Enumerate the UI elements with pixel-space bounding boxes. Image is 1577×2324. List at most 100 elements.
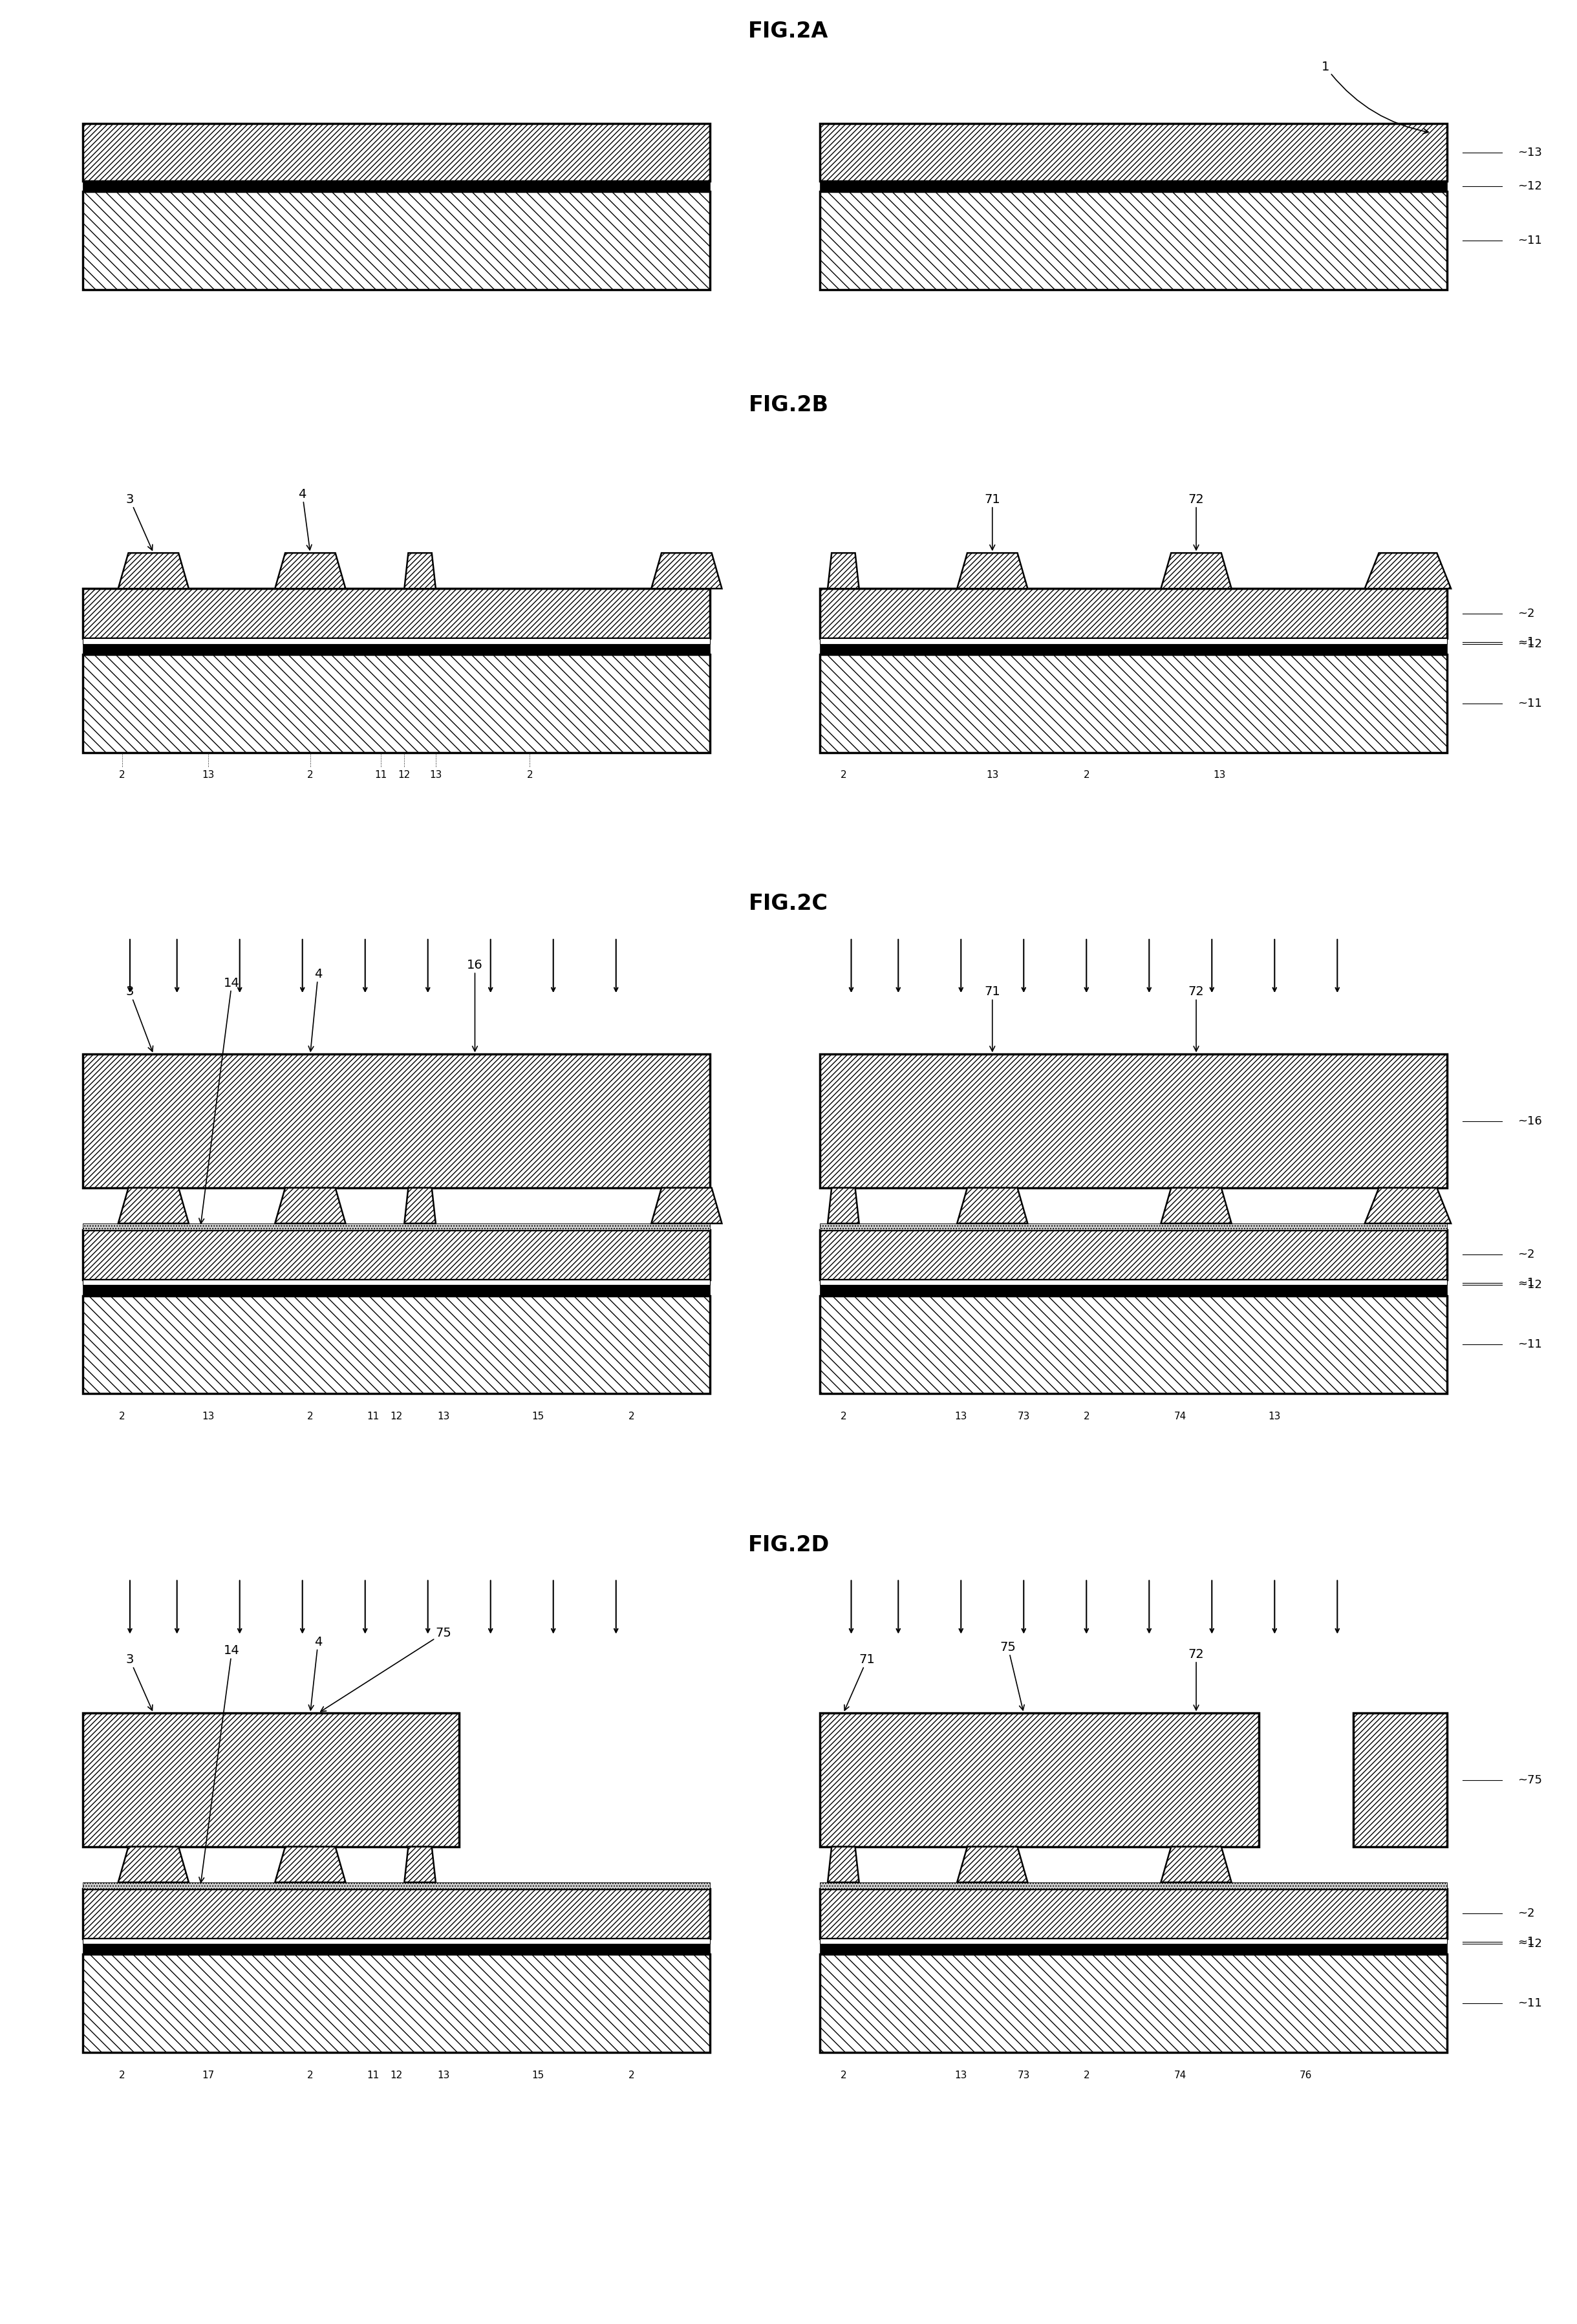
Polygon shape (1364, 553, 1451, 588)
Bar (84, 1938, 710, 1943)
Text: 73: 73 (1017, 2071, 1030, 2080)
Text: 3: 3 (126, 493, 153, 551)
Text: FIG.2B: FIG.2B (749, 395, 828, 416)
Text: 12: 12 (390, 1411, 402, 1420)
Text: ~2: ~2 (1517, 1248, 1534, 1260)
Text: FIG.2A: FIG.2A (749, 21, 828, 42)
Text: 2: 2 (118, 1411, 125, 1420)
Bar (84, 1713, 459, 1848)
Bar (1353, 1713, 1448, 1848)
Text: 11: 11 (367, 1411, 378, 1420)
Bar (820, 1938, 1448, 1943)
Text: 73: 73 (1017, 1411, 1030, 1420)
Polygon shape (957, 1848, 1028, 1882)
Text: ~12: ~12 (1517, 1278, 1542, 1290)
Text: 13: 13 (1268, 1411, 1281, 1420)
Polygon shape (404, 1848, 435, 1882)
Bar (84, 1294, 710, 1394)
Text: 4: 4 (298, 488, 312, 551)
Polygon shape (1161, 1848, 1232, 1882)
Bar (84, 1285, 710, 1294)
Bar (84, 181, 710, 191)
Text: ~75: ~75 (1517, 1773, 1542, 1785)
Text: ~11: ~11 (1517, 235, 1542, 246)
Polygon shape (274, 1848, 345, 1882)
Text: 2: 2 (527, 769, 533, 781)
Text: 74: 74 (1175, 2071, 1187, 2080)
Bar (820, 1285, 1448, 1294)
Text: 15: 15 (531, 2071, 544, 2080)
Text: 75: 75 (1000, 1641, 1025, 1710)
Text: 13: 13 (986, 769, 998, 781)
Text: ~11: ~11 (1517, 1339, 1542, 1350)
Text: 2: 2 (841, 769, 847, 781)
Bar (84, 1222, 710, 1229)
Bar (820, 588, 1448, 639)
Text: 1: 1 (1322, 60, 1429, 135)
Polygon shape (1364, 1188, 1451, 1222)
Text: 72: 72 (1187, 493, 1205, 551)
Text: ~12: ~12 (1517, 639, 1542, 651)
Text: 4: 4 (309, 1636, 322, 1710)
Text: 71: 71 (984, 493, 1000, 551)
Bar (84, 1954, 710, 2052)
Text: 2: 2 (118, 2071, 125, 2080)
Bar (820, 1281, 1448, 1285)
Text: FIG.2D: FIG.2D (747, 1534, 830, 1555)
Bar (820, 1713, 1258, 1848)
Text: 15: 15 (531, 1411, 544, 1420)
Text: 17: 17 (202, 2071, 214, 2080)
Text: 75: 75 (320, 1627, 451, 1710)
Text: ~11: ~11 (1517, 1999, 1542, 2010)
Polygon shape (118, 553, 189, 588)
Bar (84, 644, 710, 655)
Text: 76: 76 (1299, 2071, 1312, 2080)
Text: 12: 12 (390, 2071, 402, 2080)
Text: 4: 4 (309, 969, 322, 1050)
Text: 74: 74 (1175, 1411, 1187, 1420)
Polygon shape (828, 1848, 859, 1882)
Bar (84, 655, 710, 753)
Text: ~2: ~2 (1517, 607, 1534, 618)
Text: 2: 2 (1083, 1411, 1090, 1420)
Polygon shape (118, 1188, 189, 1222)
Bar (820, 1882, 1448, 1889)
Bar (820, 123, 1448, 181)
Bar (820, 181, 1448, 191)
Text: 2: 2 (308, 2071, 314, 2080)
Bar (820, 1889, 1448, 1938)
Text: 14: 14 (199, 1645, 240, 1882)
Text: 13: 13 (437, 2071, 449, 2080)
Text: 2: 2 (629, 1411, 636, 1420)
Bar (820, 191, 1448, 290)
Text: ~1: ~1 (1517, 1278, 1534, 1290)
Text: ~12: ~12 (1517, 1938, 1542, 1950)
Bar (820, 639, 1448, 644)
Bar (820, 1954, 1448, 2052)
Text: ~16: ~16 (1517, 1116, 1542, 1127)
Text: 13: 13 (202, 769, 214, 781)
Text: 11: 11 (375, 769, 386, 781)
Text: 13: 13 (954, 1411, 967, 1420)
Bar (820, 1055, 1448, 1188)
Text: 14: 14 (199, 976, 240, 1222)
Text: ~12: ~12 (1517, 181, 1542, 193)
Text: 72: 72 (1187, 1648, 1205, 1710)
Bar (84, 1889, 710, 1938)
Polygon shape (404, 1188, 435, 1222)
Text: 2: 2 (1083, 2071, 1090, 2080)
Bar (84, 1882, 710, 1889)
Bar (820, 1229, 1448, 1281)
Bar (820, 1294, 1448, 1394)
Text: 12: 12 (397, 769, 410, 781)
Text: 13: 13 (429, 769, 442, 781)
Bar (820, 1222, 1448, 1229)
Text: 2: 2 (629, 2071, 636, 2080)
Text: ~1: ~1 (1517, 1936, 1534, 1948)
Polygon shape (1161, 1188, 1232, 1222)
Polygon shape (828, 1188, 859, 1222)
Text: 2: 2 (841, 2071, 847, 2080)
Text: 2: 2 (841, 1411, 847, 1420)
Polygon shape (404, 553, 435, 588)
Text: 3: 3 (126, 1655, 153, 1710)
